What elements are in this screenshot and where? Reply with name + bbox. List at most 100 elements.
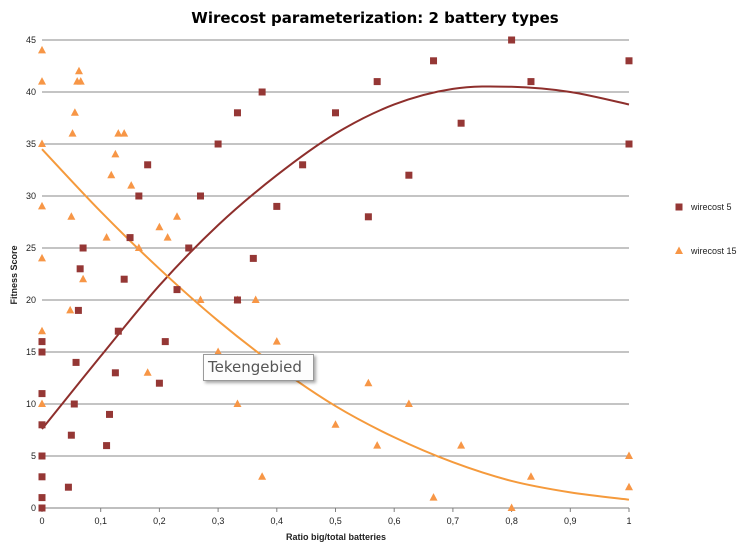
data-point: [373, 78, 381, 86]
y-tick-label: 20: [26, 295, 36, 305]
data-point: [127, 181, 136, 189]
chart-title: Wirecost parameterization: 2 battery typ…: [191, 9, 558, 27]
data-points: [38, 36, 633, 512]
legend-marker: [675, 246, 683, 254]
data-point: [527, 78, 535, 86]
data-point: [331, 420, 340, 428]
y-tick-label: 45: [26, 35, 36, 45]
data-point: [155, 379, 163, 387]
data-point: [135, 192, 143, 200]
trendline: [41, 85, 630, 430]
y-tick-label: 35: [26, 139, 36, 149]
data-point: [233, 109, 241, 117]
y-tick-label: 25: [26, 243, 36, 253]
data-point: [429, 493, 438, 501]
data-point: [233, 399, 242, 407]
data-point: [38, 201, 46, 210]
data-point: [155, 222, 164, 231]
data-point: [507, 503, 516, 511]
data-point: [249, 254, 257, 262]
data-point: [38, 473, 46, 481]
data-point: [102, 233, 111, 241]
x-tick-label: 0,6: [388, 516, 401, 526]
data-point: [72, 358, 80, 366]
y-axis-label: Fitness Score: [9, 245, 19, 304]
data-point: [214, 347, 223, 355]
data-point: [67, 431, 75, 439]
data-point: [38, 77, 46, 85]
data-point: [67, 212, 76, 220]
x-tick-label: 0,4: [271, 516, 284, 526]
x-tick-label: 0,3: [212, 516, 225, 526]
data-point: [457, 119, 465, 127]
data-point: [38, 45, 46, 54]
data-point: [364, 378, 373, 387]
data-point: [273, 202, 281, 210]
legend-label: wirecost 5: [690, 202, 732, 212]
data-point: [70, 108, 79, 116]
data-point: [68, 129, 77, 137]
data-point: [163, 233, 172, 241]
x-tick-label: 0: [39, 516, 44, 526]
data-point: [251, 295, 260, 303]
data-point: [144, 161, 152, 169]
x-tick-label: 0,1: [94, 516, 107, 526]
data-point: [126, 234, 134, 242]
data-point: [76, 77, 85, 85]
data-point: [64, 483, 72, 491]
data-point: [143, 368, 152, 376]
data-point: [508, 36, 516, 44]
data-point: [120, 129, 129, 137]
data-point: [161, 338, 169, 346]
data-point: [103, 442, 111, 450]
data-point: [404, 399, 413, 407]
data-point: [114, 327, 122, 335]
legend: wirecost 5 wirecost 15: [675, 202, 737, 256]
trendlines: [41, 85, 630, 501]
data-point: [79, 244, 87, 252]
data-point: [38, 139, 46, 147]
legend-label: wirecost 15: [690, 246, 737, 256]
data-point: [38, 504, 46, 512]
data-point: [120, 275, 128, 283]
y-tick-label: 10: [26, 399, 36, 409]
data-point: [173, 286, 181, 294]
data-point: [405, 171, 413, 179]
data-point: [299, 161, 307, 169]
data-point: [76, 265, 84, 273]
data-point: [625, 482, 633, 491]
y-tick-label: 5: [31, 451, 36, 461]
data-point: [38, 452, 46, 460]
data-point: [79, 274, 88, 283]
data-point: [74, 66, 83, 75]
y-tick-label: 30: [26, 191, 36, 201]
data-point: [185, 244, 193, 252]
data-point: [526, 472, 535, 480]
x-tick-label: 0,9: [564, 516, 577, 526]
data-point: [111, 149, 120, 158]
data-point: [38, 338, 46, 346]
y-tick-label: 0: [31, 503, 36, 513]
data-point: [196, 192, 204, 200]
data-point: [173, 212, 182, 220]
data-point: [134, 243, 143, 251]
data-point: [625, 57, 633, 65]
data-point: [258, 472, 267, 480]
legend-marker: [675, 203, 683, 211]
data-point: [430, 57, 438, 65]
data-point: [38, 494, 46, 502]
x-tick-label: 0,8: [505, 516, 518, 526]
y-tick-label: 40: [26, 87, 36, 97]
x-tick-labels: 0 0,1 0,2 0,3 0,4 0,5 0,6 0,7 0,8 0,9 1: [39, 516, 631, 526]
data-point: [38, 421, 46, 429]
data-point: [625, 451, 633, 459]
y-tick-label: 15: [26, 347, 36, 357]
data-point: [74, 306, 82, 314]
data-point: [373, 441, 382, 449]
plot-area-tooltip: Tekengebied: [203, 354, 314, 381]
data-point: [107, 170, 116, 179]
data-point: [106, 410, 114, 418]
y-tick-labels: 0 5 10 15 20 25 30 35 40 45: [26, 35, 36, 513]
data-point: [196, 295, 205, 303]
